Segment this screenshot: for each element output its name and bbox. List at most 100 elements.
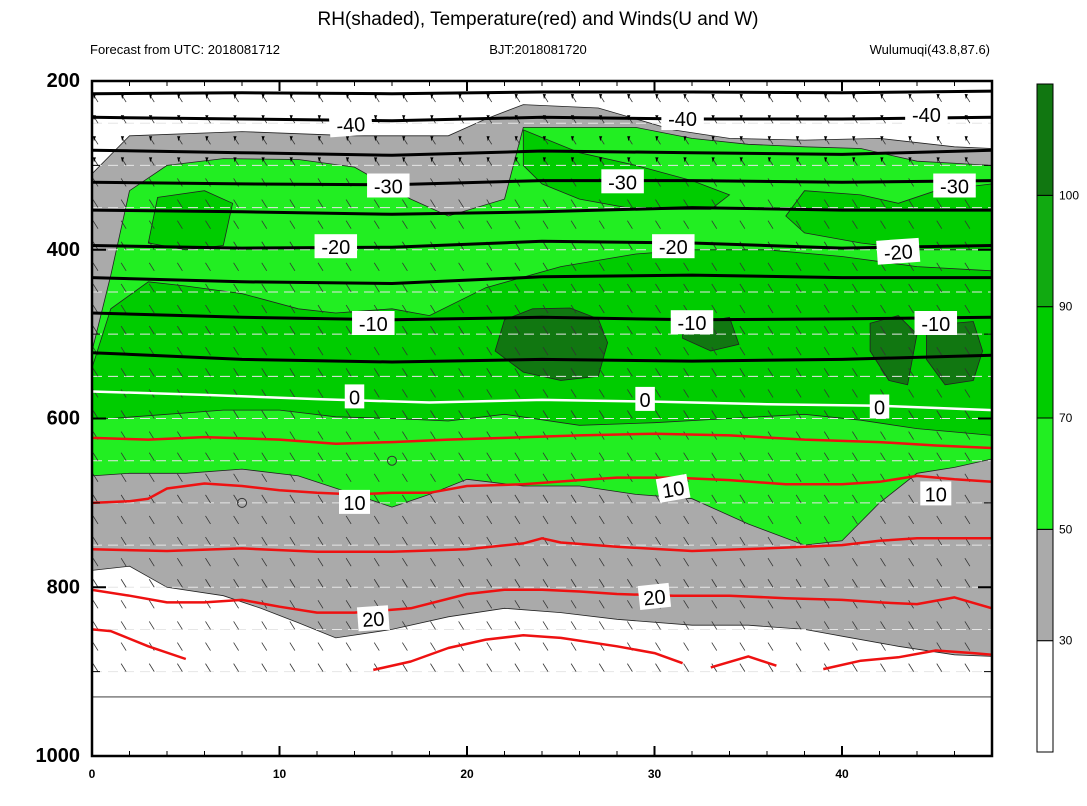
wind-barb [345,283,352,293]
wind-barb [261,515,268,525]
wind-barb [823,642,830,651]
wind-barb-pennant [374,94,378,100]
wind-barb [289,199,296,208]
wind-barb [908,325,914,335]
wind-barb [542,452,549,461]
colorbar-label: 90 [1059,300,1073,314]
wind-barb [430,663,436,672]
wind-barb [177,579,183,588]
wind-barb [148,579,155,588]
wind-barb [373,536,380,546]
wind-barb-pennant [543,157,546,163]
wind-barb [233,220,239,229]
wind-barb [655,515,661,525]
wind-barb-pennant [683,136,687,142]
wind-barb [655,368,661,377]
wind-barb [289,262,296,272]
wind-barb-pennant [964,136,968,142]
wind-barb [317,557,324,567]
wind-barb-pennant [880,94,884,100]
wind-barb [120,473,127,482]
wind-barb [233,410,239,419]
wind-barb [852,557,858,567]
colorbar-segment [1036,83,1054,196]
wind-barb-pennant [936,136,940,142]
wind-barb-pennant [121,94,125,100]
x-tick-label: 40 [835,767,849,781]
wind-barb [655,347,661,356]
colorbar-label: 30 [1059,634,1073,648]
wind-barb [739,600,746,609]
wind-barb-pennant [880,157,884,163]
wind-barb [373,220,380,229]
wind-barb [345,368,352,377]
contour-label: -10 [670,310,714,335]
wind-barb [289,347,296,356]
wind-barb [233,199,239,208]
wind-barb [598,600,605,609]
wind-barb [852,431,858,440]
wind-barb [683,642,689,651]
wind-barb [486,325,493,335]
wind-barb-pennant [233,94,237,100]
wind-barb [795,368,802,377]
wind-barb [345,325,352,335]
wind-barb [120,642,127,651]
wind-barb [514,368,521,377]
wind-barb [655,262,661,272]
wind-barb [627,452,633,461]
plot-area: -40 -40 -40 -30 -30 -30 -20 -20 -20 -10 -10 -10 0 0 0 1… [92,81,992,756]
wind-barb [598,220,605,229]
contour-label-box [905,101,948,126]
colorbar-segment [1036,528,1054,642]
wind-barb [120,220,127,229]
wind-barb [964,621,971,630]
contour-label: -30 [601,169,644,194]
contour-label-text: -20 [659,237,688,259]
wind-barb [458,642,464,651]
wind-barb-pennant [289,157,293,163]
wind-barb [852,262,858,272]
wind-barb [964,452,971,461]
wind-barb [627,220,633,229]
wind-barb [120,579,127,588]
wind-barb [823,515,830,525]
wind-barb [317,431,324,440]
wind-barb [936,347,943,356]
wind-barb-pennant [711,157,715,163]
wind-barb [908,368,914,377]
wind-barb [880,220,886,229]
wind-barb [739,621,746,630]
wind-barb [458,368,464,377]
wind-barb-pennant [318,136,321,142]
wind-barb-pennant [486,94,490,100]
wind-barb [345,431,352,440]
contour-label-text: 0 [640,390,651,412]
wind-barb [345,515,352,525]
wind-barb [177,621,183,630]
wind-barb [373,283,380,293]
wind-barb [598,199,605,208]
wind-barb [486,283,493,293]
wind-barb [430,452,436,461]
isotherm-line [92,273,992,285]
wind-barb [514,220,521,229]
wind-barb [233,325,239,335]
wind-barb [458,621,464,630]
colorbar-segment [1036,640,1054,753]
wind-barb [683,283,689,293]
wind-barb-pennant [964,94,968,100]
wind-barb [317,347,324,356]
wind-barb [823,325,830,335]
wind-barb-pennant [93,157,96,163]
wind-barb [823,452,830,461]
wind-barb-pennant [571,136,575,142]
wind-barb [486,557,493,567]
wind-barb [964,262,971,272]
wind-barb [233,515,239,525]
contour-label: -20 [652,234,695,259]
wind-barb [430,410,436,419]
wind-barb [627,199,633,208]
wind-barb [711,642,718,651]
wind-barb [317,389,324,398]
